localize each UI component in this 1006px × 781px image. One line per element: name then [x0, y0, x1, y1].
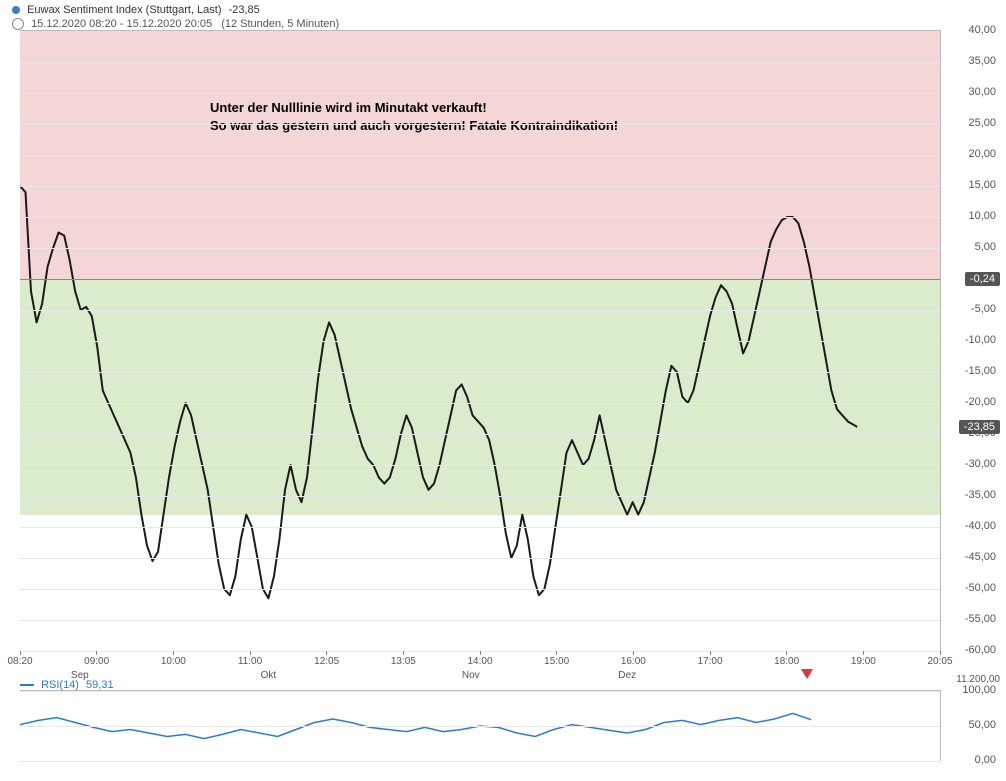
grid-line: [20, 62, 940, 63]
x-axis-tick: 19:00: [851, 656, 876, 667]
rsi-label-text: RSI(14): [41, 679, 79, 691]
x-axis-tick: 12:05: [314, 656, 339, 667]
annotation-line-1: Unter der Nulllinie wird im Minutakt ver…: [210, 99, 618, 117]
y-axis-label: -35,00: [946, 489, 996, 501]
x-tick-mark: [326, 651, 327, 655]
grid-line: [20, 434, 940, 435]
grid-line: [20, 620, 940, 621]
last-value: -23,85: [229, 4, 260, 16]
grid-line: [20, 93, 940, 94]
y-axis-label: 25,00: [946, 117, 996, 129]
grid-line: [20, 248, 940, 249]
grid-line: [20, 341, 940, 342]
y-axis-label: 20,00: [946, 148, 996, 160]
y-axis-label: -30,00: [946, 458, 996, 470]
time-range: 15.12.2020 08:20 - 15.12.2020 20:05: [31, 18, 212, 30]
y-axis-label: -45,00: [946, 551, 996, 563]
annotation-line-2: So war das gestern und auch vorgestern! …: [210, 117, 618, 135]
zero-line-badge: -0,24: [965, 272, 1000, 286]
y-axis-label: -60,00: [946, 644, 996, 656]
y-axis-label: -50,00: [946, 582, 996, 594]
rsi-subchart[interactable]: RSI(14) 59,31 11.200,00100,0050,000,00: [20, 690, 941, 761]
x-tick-mark: [786, 651, 787, 655]
rsi-grid-line: [20, 691, 940, 692]
chart-annotation: Unter der Nulllinie wird im Minutakt ver…: [210, 99, 618, 134]
grid-line: [20, 527, 940, 528]
x-axis-tick: 16:00: [621, 656, 646, 667]
x-tick-mark: [633, 651, 634, 655]
x-axis-tick: 15:00: [544, 656, 569, 667]
chart-title: Euwax Sentiment Index (Stuttgart, Last): [27, 4, 221, 16]
y-axis-label: 5,00: [946, 241, 996, 253]
rsi-series-dash: [20, 684, 34, 686]
x-tick-mark: [403, 651, 404, 655]
grid-line: [20, 372, 940, 373]
y-axis-label: -40,00: [946, 520, 996, 532]
clock-icon: [12, 18, 24, 30]
rsi-y-label: 0,00: [946, 754, 996, 766]
x-axis-tick: 14:00: [467, 656, 492, 667]
grid-line: [20, 558, 940, 559]
y-axis-label: -20,00: [946, 396, 996, 408]
y-axis-label: 15,00: [946, 179, 996, 191]
x-axis-tick: 20:05: [927, 656, 952, 667]
x-tick-mark: [940, 651, 941, 655]
rsi-value: 59,31: [86, 679, 114, 691]
interval-label: (12 Stunden, 5 Minuten): [221, 18, 339, 30]
y-axis-label: -15,00: [946, 365, 996, 377]
x-tick-mark: [250, 651, 251, 655]
grid-line: [20, 465, 940, 466]
x-axis-tick: 13:05: [391, 656, 416, 667]
main-price-chart[interactable]: Unter der Nulllinie wird im Minutakt ver…: [20, 30, 941, 651]
last-value-badge: -23,85: [959, 420, 1000, 434]
y-axis-label: -5,00: [946, 303, 996, 315]
x-axis-tick: 09:00: [84, 656, 109, 667]
x-axis-tick: 17:00: [697, 656, 722, 667]
rsi-y-label: 100,00: [946, 684, 996, 696]
grid-line: [20, 217, 940, 218]
x-axis-month: Nov: [462, 670, 480, 681]
y-axis-label: 10,00: [946, 210, 996, 222]
grid-line: [20, 496, 940, 497]
x-axis-tick: 08:20: [7, 656, 32, 667]
series-indicator-dot: [12, 6, 20, 14]
y-axis-label: 40,00: [946, 24, 996, 36]
y-axis-label: 30,00: [946, 86, 996, 98]
chart-header: Euwax Sentiment Index (Stuttgart, Last) …: [12, 4, 339, 30]
x-tick-mark: [96, 651, 97, 655]
current-time-arrow-icon: [801, 669, 813, 679]
grid-line: [20, 124, 940, 125]
y-axis-label: 35,00: [946, 55, 996, 67]
x-tick-mark: [480, 651, 481, 655]
x-axis-month: Dez: [618, 670, 636, 681]
grid-line: [20, 589, 940, 590]
rsi-y-label: 50,00: [946, 719, 996, 731]
x-axis-month: Okt: [261, 670, 277, 681]
y-axis-label: -55,00: [946, 613, 996, 625]
x-tick-mark: [556, 651, 557, 655]
grid-line: [20, 186, 940, 187]
x-axis-tick: 11:00: [238, 656, 262, 667]
grid-line: [20, 310, 940, 311]
grid-line: [20, 403, 940, 404]
rsi-grid-line: [20, 726, 940, 727]
x-axis-tick: 18:00: [774, 656, 799, 667]
zero-line: [20, 279, 940, 280]
rsi-title: RSI(14) 59,31: [20, 679, 114, 691]
grid-line: [20, 155, 940, 156]
y-axis-label: -10,00: [946, 334, 996, 346]
x-axis-tick: 10:00: [161, 656, 186, 667]
x-tick-mark: [173, 651, 174, 655]
rsi-grid-line: [20, 761, 940, 762]
x-tick-mark: [863, 651, 864, 655]
x-tick-mark: [710, 651, 711, 655]
x-tick-mark: [20, 651, 21, 655]
